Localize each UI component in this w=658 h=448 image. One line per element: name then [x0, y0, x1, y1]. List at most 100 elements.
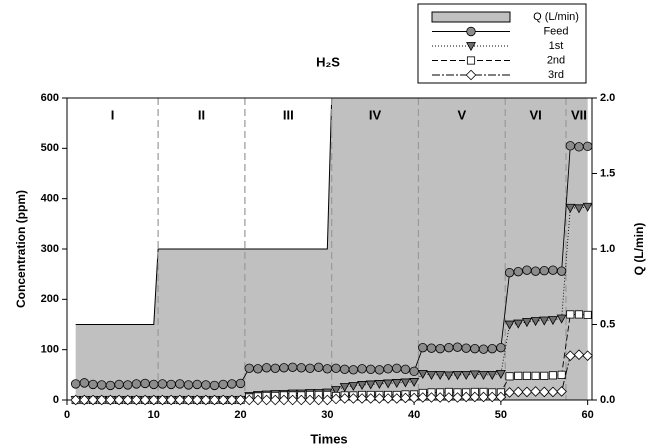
- y-tick-label: 600: [41, 92, 59, 104]
- y-tick-label: 200: [41, 293, 59, 305]
- series-line: [75, 206, 588, 401]
- marker: [192, 379, 202, 390]
- marker: [331, 386, 341, 396]
- marker: [166, 379, 176, 390]
- marker: [435, 370, 446, 380]
- marker: [504, 267, 515, 278]
- marker: [461, 370, 472, 380]
- marker: [496, 342, 506, 353]
- marker: [417, 369, 428, 379]
- marker: [582, 141, 593, 152]
- marker: [565, 350, 576, 362]
- marker: [547, 386, 559, 398]
- marker: [548, 371, 558, 380]
- marker: [452, 370, 463, 380]
- x-axis-label: Times: [310, 431, 347, 446]
- marker: [261, 394, 272, 406]
- marker: [114, 379, 124, 390]
- marker: [409, 378, 420, 388]
- marker: [149, 379, 159, 390]
- marker: [244, 363, 254, 373]
- marker: [548, 265, 558, 275]
- marker: [200, 394, 212, 406]
- y2-tick-label: 0.0: [600, 394, 615, 406]
- marker: [365, 380, 376, 390]
- marker: [235, 394, 246, 406]
- marker: [392, 363, 402, 373]
- marker: [201, 380, 211, 390]
- marker: [426, 392, 437, 403]
- marker: [478, 391, 489, 403]
- marker: [530, 266, 541, 276]
- marker: [583, 310, 592, 319]
- marker: [278, 394, 290, 406]
- marker: [191, 394, 203, 406]
- marker: [540, 371, 549, 380]
- marker: [417, 392, 429, 403]
- marker: [313, 362, 324, 372]
- marker: [538, 386, 550, 398]
- legend-label: 3rd: [548, 69, 564, 81]
- marker: [547, 316, 558, 326]
- y-tick-label: 0: [53, 394, 59, 406]
- marker: [183, 380, 194, 390]
- phase-label: VI: [529, 107, 541, 122]
- y2-tick-label: 1.0: [600, 243, 615, 255]
- marker: [426, 370, 437, 380]
- marker: [582, 202, 593, 212]
- marker: [539, 316, 550, 326]
- x-tick-label: 50: [495, 409, 507, 421]
- marker: [374, 393, 385, 404]
- marker: [505, 372, 514, 381]
- marker: [296, 394, 307, 406]
- marker: [79, 378, 90, 388]
- marker: [131, 379, 142, 389]
- marker: [460, 391, 472, 403]
- marker: [452, 392, 463, 403]
- marker: [296, 363, 306, 373]
- marker: [452, 342, 463, 352]
- marker: [443, 371, 454, 381]
- marker: [261, 363, 272, 373]
- marker: [70, 379, 81, 389]
- marker: [574, 310, 584, 319]
- x-tick-label: 30: [321, 409, 333, 421]
- y2-tick-label: 2.0: [600, 92, 615, 104]
- marker: [331, 363, 341, 373]
- marker: [574, 142, 584, 152]
- marker: [79, 394, 90, 406]
- marker: [140, 378, 150, 389]
- marker: [556, 314, 567, 324]
- marker: [243, 394, 255, 406]
- marker: [574, 204, 584, 214]
- marker: [522, 371, 531, 380]
- marker: [391, 393, 403, 404]
- marker: [253, 364, 263, 374]
- marker: [365, 393, 377, 404]
- chart-title: H₂S: [316, 54, 340, 69]
- phase-label: III: [283, 107, 294, 122]
- marker: [466, 56, 476, 65]
- marker: [486, 391, 498, 403]
- marker: [183, 394, 194, 406]
- marker: [521, 386, 533, 398]
- y-tick-label: 400: [41, 193, 59, 205]
- x-tick-label: 0: [64, 409, 70, 421]
- marker: [270, 363, 280, 373]
- marker: [470, 343, 480, 354]
- marker: [330, 393, 342, 405]
- y2-axis-label: Q (L/min): [632, 223, 646, 276]
- marker: [565, 141, 576, 151]
- marker: [426, 343, 437, 353]
- legend-label: 2nd: [547, 54, 565, 66]
- phase-label: I: [111, 107, 115, 122]
- marker: [434, 392, 446, 403]
- marker: [105, 394, 116, 406]
- marker: [348, 393, 359, 404]
- marker: [227, 379, 237, 389]
- marker: [443, 392, 455, 403]
- marker: [466, 42, 476, 52]
- marker: [235, 378, 246, 389]
- marker: [374, 380, 385, 390]
- marker: [465, 69, 477, 81]
